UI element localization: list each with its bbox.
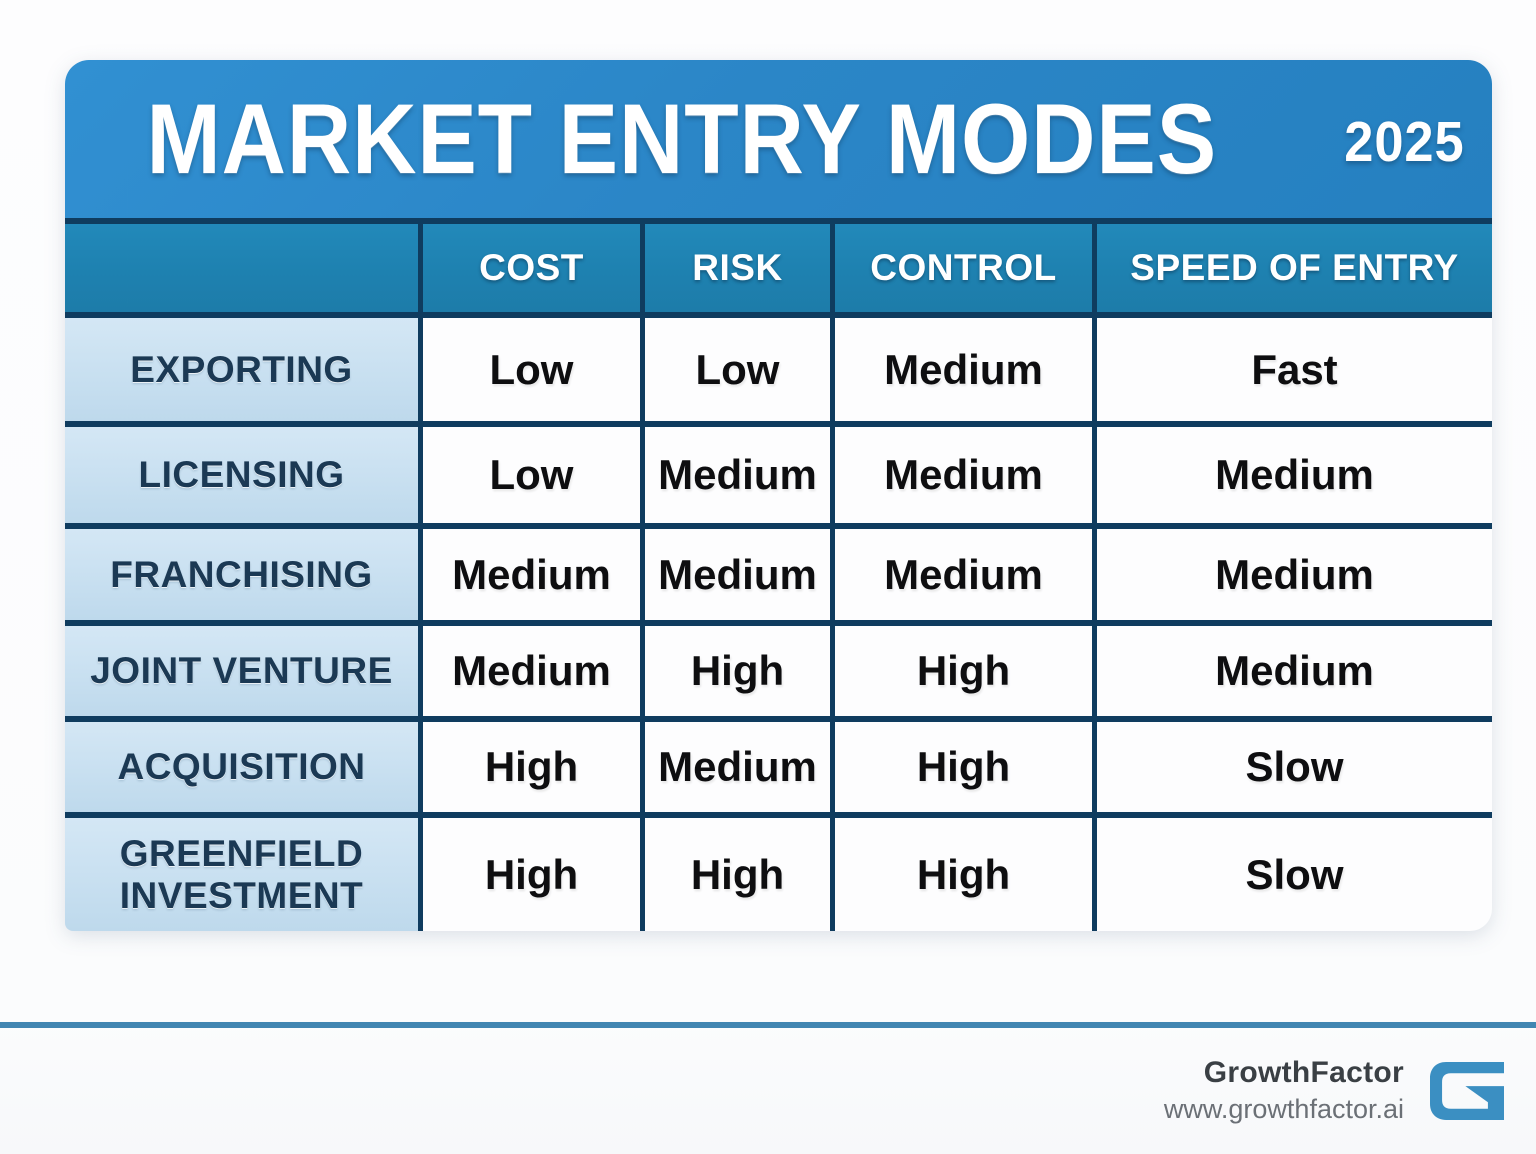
value-cell-joint-venture-control: High [830,620,1092,716]
divider-line [0,1022,1536,1028]
value-cell-joint-venture-risk: High [640,620,830,716]
value-cell-exporting-control: Medium [830,318,1092,421]
column-header-cost: COST [418,218,640,318]
growthfactor-g-icon [1430,1061,1504,1120]
value-cell-franchising-control: Medium [830,523,1092,620]
value-cell-acquisition-risk: Medium [640,716,830,812]
value-cell-acquisition-speed: Slow [1092,716,1492,812]
value-cell-exporting-risk: Low [640,318,830,421]
value-cell-acquisition-cost: High [418,716,640,812]
column-header-control: CONTROL [830,218,1092,318]
data-table: COST RISK CONTROL SPEED OF ENTRY EXPORTI… [65,218,1492,931]
value-cell-joint-venture-cost: Medium [418,620,640,716]
column-header-risk: RISK [640,218,830,318]
row-label-greenfield-investment: GREENFIELD INVESTMENT [65,812,418,931]
value-cell-licensing-speed: Medium [1092,421,1492,523]
footer: GrowthFactor www.growthfactor.ai [1164,1056,1504,1125]
value-cell-licensing-cost: Low [418,421,640,523]
value-cell-greenfield-cost: High [418,812,640,931]
value-cell-greenfield-risk: High [640,812,830,931]
row-label-exporting: EXPORTING [65,318,418,421]
year-badge: 2025 [1344,110,1465,174]
row-label-licensing: LICENSING [65,421,418,523]
value-cell-joint-venture-speed: Medium [1092,620,1492,716]
row-label-acquisition: ACQUISITION [65,716,418,812]
market-entry-table-block: MARKET ENTRY MODES 2025 COST RISK CONTRO… [65,60,1492,931]
value-cell-greenfield-control: High [830,812,1092,931]
value-cell-franchising-risk: Medium [640,523,830,620]
row-label-franchising: FRANCHISING [65,523,418,620]
value-cell-licensing-control: Medium [830,421,1092,523]
brand-name: GrowthFactor [1203,1056,1404,1089]
value-cell-licensing-risk: Medium [640,421,830,523]
value-cell-acquisition-control: High [830,716,1092,812]
header-corner-cell [65,218,418,318]
column-header-speed-of-entry: SPEED OF ENTRY [1092,218,1492,318]
value-cell-greenfield-speed: Slow [1092,812,1492,931]
page-title: MARKET ENTRY MODES [146,83,1218,194]
value-cell-franchising-cost: Medium [418,523,640,620]
row-label-joint-venture: JOINT VENTURE [65,620,418,716]
title-banner: MARKET ENTRY MODES 2025 [65,60,1492,218]
value-cell-exporting-speed: Fast [1092,318,1492,421]
value-cell-exporting-cost: Low [418,318,640,421]
value-cell-franchising-speed: Medium [1092,523,1492,620]
brand-website: www.growthfactor.ai [1163,1094,1404,1124]
